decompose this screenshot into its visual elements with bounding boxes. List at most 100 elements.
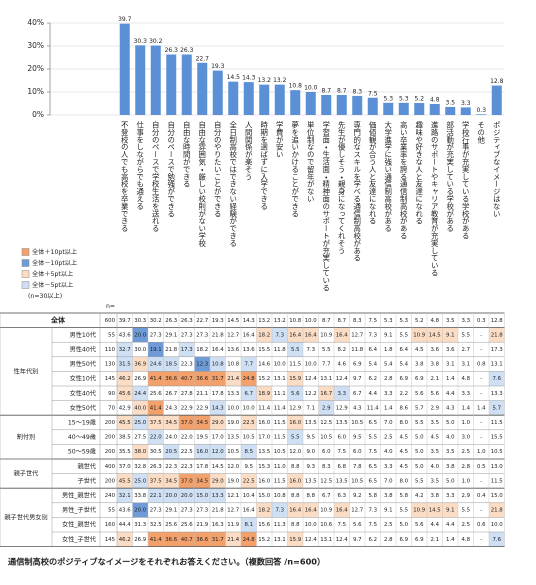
table-cell: 5.8 [368, 493, 377, 499]
cell-highlight [210, 356, 226, 372]
cell-highlight [163, 473, 179, 489]
value-label: 13.2 [258, 77, 272, 84]
table-cell: 22.1 [150, 493, 162, 499]
table-cell: 15.3 [258, 464, 270, 470]
cell-highlight [210, 473, 226, 489]
table-cell: 5.4 [368, 362, 377, 368]
table-cell: 27.3 [196, 508, 208, 514]
table-cell: 37.5 [150, 478, 162, 484]
table-cell: 5.5 [415, 420, 424, 426]
table-cell: 24.4 [134, 391, 147, 397]
cell-highlight [489, 532, 505, 547]
category-label: その他 [476, 121, 485, 144]
table-cell: 34.5 [196, 478, 208, 484]
table-cell: 18.2 [258, 508, 270, 514]
value-label: 3.3 [461, 100, 471, 107]
cell-highlight [148, 473, 164, 489]
table-cell: 45.6 [119, 391, 132, 397]
table-cell: 3.5 [430, 420, 439, 426]
category-label: 高い卒業率を誇る通信制高校がある [399, 121, 408, 240]
table-cell: 9.3 [306, 464, 315, 470]
category-label: 自分のペースで学校生活を送れる [151, 121, 160, 233]
cell-highlight [210, 444, 226, 459]
cell-highlight [241, 415, 257, 430]
table-cell: 26.9 [134, 376, 147, 382]
table-cell: 45.5 [119, 420, 131, 426]
table-cell: 22.5 [243, 478, 255, 484]
table-cell: 21.8 [212, 508, 225, 514]
table-cell: 6.9 [399, 537, 408, 543]
category-label: ポジティブなイメージはない [492, 121, 501, 217]
cell-highlight [210, 488, 226, 503]
table-cell: 14.3 [243, 318, 255, 324]
table-cell: 30.3 [134, 318, 146, 324]
table-cell: 11.9 [227, 522, 240, 528]
table-cell: 10.5 [227, 449, 239, 455]
table-cell: 5.5 [399, 508, 408, 514]
table-cell: 13.3 [491, 391, 503, 397]
table-cell: 13.1 [274, 376, 286, 382]
cell-highlight [194, 415, 210, 430]
table-cell: 5.0 [399, 522, 408, 528]
table-cell: 25.0 [134, 420, 147, 426]
table-cell: 22.3 [181, 362, 193, 368]
y-tick-label: 20% [27, 64, 44, 73]
table-cell: 4.5 [399, 449, 408, 455]
table-cell: 29.1 [165, 508, 177, 514]
table-cell: 13.2 [274, 318, 286, 324]
table-cell: 5.7 [492, 405, 501, 411]
table-cell: 10.5 [274, 449, 286, 455]
table-cell: 12.0 [212, 449, 225, 455]
table-cell: 16.3 [212, 522, 224, 528]
cell-highlight [132, 473, 148, 489]
table-cell: 4.5 [415, 347, 424, 353]
cell-highlight [179, 371, 195, 386]
table-cell: 29.0 [212, 420, 225, 426]
table-cell: 11.5 [274, 478, 286, 484]
value-label: 7.5 [368, 90, 378, 97]
table-cell: 13.5 [305, 420, 317, 426]
table-cell: 3.0 [461, 435, 470, 441]
table-cell: 40.7 [181, 537, 193, 543]
table-cell: 30.0 [134, 347, 147, 353]
table-cell: 9.5 [244, 464, 253, 470]
table-cell: 16.0 [289, 420, 302, 426]
table-cell: 4.8 [430, 318, 439, 324]
cell-highlight [179, 532, 195, 547]
cell-highlight [148, 356, 164, 372]
n-value: 160 [105, 522, 116, 528]
table-cell: 10.0 [305, 318, 318, 324]
table-cell: 7.5 [368, 449, 377, 455]
table-cell: 19.0 [227, 420, 240, 426]
table-cell: 16.4 [243, 332, 256, 338]
table-cell: 1.0 [477, 449, 486, 455]
table-cell: 0.8 [477, 362, 486, 368]
n-value: 400 [105, 464, 116, 470]
table-cell: 22.7 [196, 318, 208, 324]
legend-swatch [21, 259, 30, 267]
table-cell: 0.6 [477, 522, 486, 528]
table-cell: - [480, 376, 482, 382]
cell-highlight [411, 327, 427, 343]
table-cell: 18.2 [258, 332, 270, 338]
table-cell: 13.5 [258, 449, 270, 455]
table-cell: 3.1 [446, 362, 455, 368]
table-cell: 22.9 [196, 405, 209, 411]
table-cell: 9.1 [384, 508, 393, 514]
table-cell: 41.4 [150, 376, 163, 382]
table-cell: 2.8 [384, 376, 393, 382]
cell-highlight [241, 386, 257, 401]
bar [491, 85, 502, 115]
legend-swatch [21, 270, 30, 278]
table-cell: 7.8 [353, 464, 362, 470]
table-cell: 7.3 [306, 347, 315, 353]
value-label: 8.7 [337, 87, 347, 94]
group-label: 割付別 [17, 433, 36, 441]
cell-highlight [272, 502, 288, 518]
table-cell: - [480, 391, 482, 397]
table-cell: 12.4 [305, 537, 318, 543]
cell-highlight [132, 415, 148, 430]
table-cell: 16.4 [289, 332, 302, 338]
table-cell: 14.5 [227, 318, 239, 324]
